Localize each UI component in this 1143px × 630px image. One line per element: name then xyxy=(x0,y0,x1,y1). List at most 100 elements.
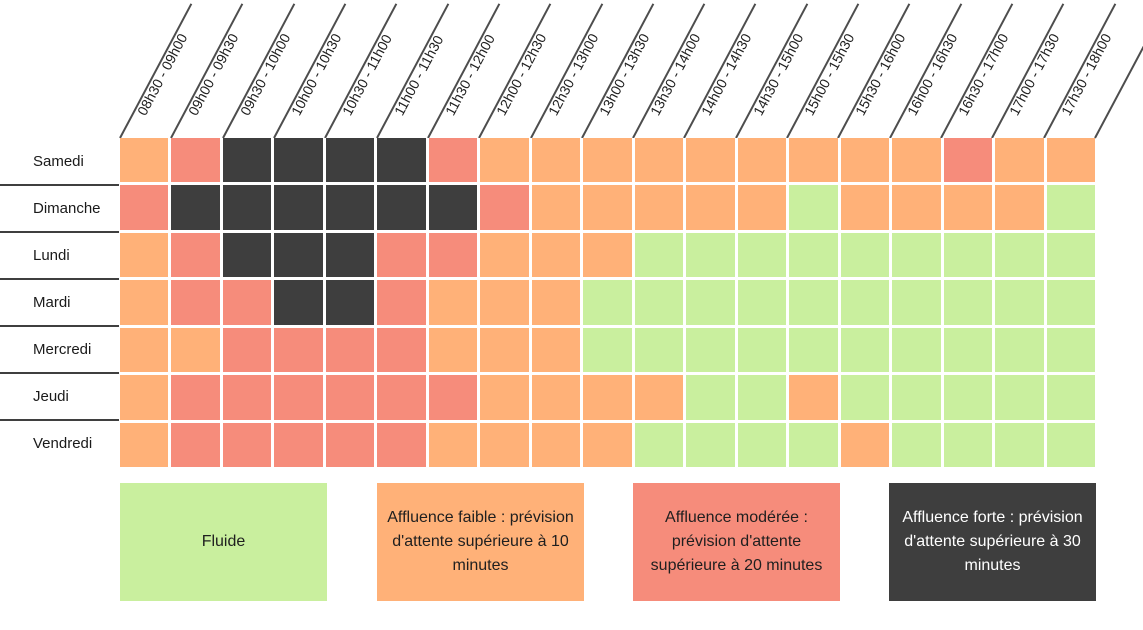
heatmap-cell xyxy=(222,422,272,467)
heatmap-cell xyxy=(634,138,684,183)
heatmap-cell xyxy=(737,422,787,467)
heatmap-cell xyxy=(995,280,1044,325)
heatmap-cell xyxy=(840,375,890,420)
column-separator-line xyxy=(1094,3,1143,139)
row-separator-line xyxy=(0,278,119,280)
heatmap-cell xyxy=(943,185,993,230)
heatmap-cell xyxy=(377,138,426,183)
heatmap-cell xyxy=(274,232,323,278)
heatmap-cell xyxy=(995,185,1044,230)
heatmap-cell xyxy=(274,280,323,325)
heatmap-cell xyxy=(943,375,993,420)
time-slot-label: 16h00 - 16h30 xyxy=(903,30,961,118)
heatmap-cell xyxy=(583,327,632,373)
legend-item-forte: Affluence forte : prévision d'attente su… xyxy=(889,483,1096,601)
heatmap-cell xyxy=(634,422,684,467)
time-slot-label: 10h00 - 10h30 xyxy=(287,30,345,118)
heatmap-cell xyxy=(171,280,220,325)
time-slot-label: 11h30 - 12h00 xyxy=(441,31,498,119)
heatmap-cell xyxy=(995,232,1044,278)
heatmap-cell xyxy=(428,375,478,420)
heatmap-cell xyxy=(943,232,993,278)
heatmap-cell xyxy=(325,280,375,325)
heatmap-cell xyxy=(325,185,375,230)
heatmap-cell xyxy=(377,422,426,467)
heatmap-cell xyxy=(222,375,272,420)
heatmap-cell xyxy=(171,232,220,278)
heatmap-cell xyxy=(171,375,220,420)
time-slot-label: 09h30 - 10h00 xyxy=(236,30,294,118)
heatmap-cell xyxy=(120,375,169,420)
heatmap-cell xyxy=(1046,138,1095,183)
heatmap-cell xyxy=(222,280,272,325)
heatmap-cell xyxy=(480,185,529,230)
heatmap-cell xyxy=(634,280,684,325)
heatmap-cell xyxy=(171,422,220,467)
heatmap-cell xyxy=(377,185,426,230)
heatmap-grid xyxy=(120,138,1095,467)
heatmap-cell xyxy=(737,232,787,278)
heatmap-cell xyxy=(789,327,838,373)
heatmap-cell xyxy=(171,138,220,183)
heatmap-cell xyxy=(428,232,478,278)
heatmap-cell xyxy=(686,280,735,325)
row-separator-line xyxy=(0,372,119,374)
day-label: Lundi xyxy=(33,247,70,264)
heatmap-cell xyxy=(377,375,426,420)
heatmap-cell xyxy=(892,232,941,278)
heatmap-cell xyxy=(1046,422,1095,467)
heatmap-cell xyxy=(686,375,735,420)
heatmap-cell xyxy=(428,185,478,230)
time-slot-label: 15h30 - 16h00 xyxy=(852,30,909,118)
heatmap-cell xyxy=(943,327,993,373)
day-label: Mercredi xyxy=(33,341,92,358)
heatmap-cell xyxy=(583,280,632,325)
heatmap-cell xyxy=(480,138,529,183)
time-slot-label: 09h00 - 09h30 xyxy=(185,30,242,118)
time-slot-label: 12h30 - 13h00 xyxy=(544,30,601,118)
legend-item-moderee: Affluence modérée : prévision d'attente … xyxy=(633,483,840,601)
time-slot-label: 14h00 - 14h30 xyxy=(698,30,755,118)
heatmap-cell xyxy=(480,280,529,325)
heatmap-cell xyxy=(737,327,787,373)
heatmap-cell xyxy=(1046,232,1095,278)
heatmap-cell xyxy=(428,422,478,467)
heatmap-cell xyxy=(840,138,890,183)
time-slot-label: 12h00 - 12h30 xyxy=(493,30,550,118)
heatmap-cell xyxy=(583,138,632,183)
heatmap-cell xyxy=(377,327,426,373)
heatmap-cell xyxy=(840,327,890,373)
heatmap-cell xyxy=(531,375,581,420)
heatmap-cell xyxy=(634,185,684,230)
heatmap-cell xyxy=(325,138,375,183)
heatmap-cell xyxy=(377,280,426,325)
day-label: Jeudi xyxy=(33,388,69,405)
heatmap-cell xyxy=(171,185,220,230)
heatmap-cell xyxy=(1046,280,1095,325)
heatmap-cell xyxy=(583,375,632,420)
heatmap-cell xyxy=(634,232,684,278)
heatmap-cell xyxy=(531,422,581,467)
heatmap-cell xyxy=(222,327,272,373)
heatmap-cell xyxy=(531,138,581,183)
heatmap-cell xyxy=(892,375,941,420)
heatmap-cell xyxy=(892,138,941,183)
heatmap-cell xyxy=(325,232,375,278)
heatmap-cell xyxy=(686,422,735,467)
heatmap-cell xyxy=(789,422,838,467)
heatmap-cell xyxy=(686,185,735,230)
row-separator-line xyxy=(0,184,119,186)
heatmap-cell xyxy=(686,327,735,373)
heatmap-cell xyxy=(583,185,632,230)
heatmap-cell xyxy=(377,232,426,278)
heatmap-cell xyxy=(120,185,169,230)
heatmap-cell xyxy=(531,280,581,325)
legend-label: Fluide xyxy=(201,533,246,550)
heatmap-cell xyxy=(789,232,838,278)
heatmap-cell xyxy=(274,375,323,420)
heatmap-cell xyxy=(1046,327,1095,373)
day-label: Samedi xyxy=(33,153,84,170)
heatmap-cell xyxy=(686,232,735,278)
time-slot-label: 15h00 - 15h30 xyxy=(800,30,858,118)
